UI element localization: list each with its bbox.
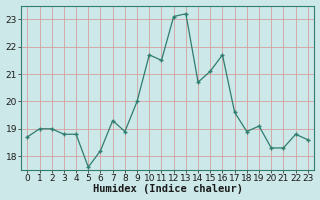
X-axis label: Humidex (Indice chaleur): Humidex (Indice chaleur) bbox=[92, 184, 243, 194]
